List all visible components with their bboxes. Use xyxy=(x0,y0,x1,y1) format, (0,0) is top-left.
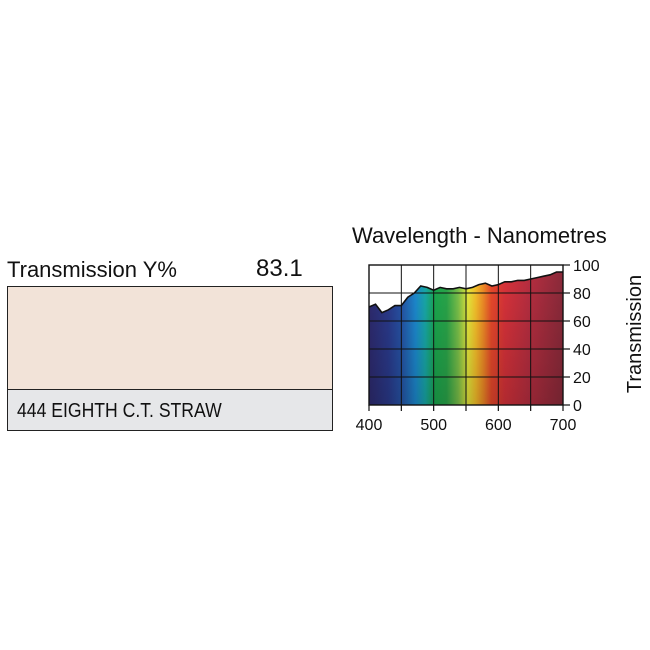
y-tick-label: 40 xyxy=(573,342,591,359)
filter-name-bar: 444 EIGHTH C.T. STRAW xyxy=(7,389,333,431)
x-tick-label: 500 xyxy=(420,417,447,434)
axes: 400 500 600 700 0 20 40 60 80 100 Transmission xyxy=(356,258,646,434)
x-tick-label: 400 xyxy=(356,417,383,434)
color-swatch xyxy=(7,286,333,390)
y-axis-label: Transmission xyxy=(624,275,646,393)
y-tick-label: 80 xyxy=(573,286,591,303)
transmission-value: 83.1 xyxy=(256,255,303,282)
chart-title: Wavelength - Nanometres xyxy=(352,223,607,248)
y-tick-label: 60 xyxy=(573,314,591,331)
x-tick-label: 700 xyxy=(550,417,577,434)
y-tick-label: 0 xyxy=(573,398,582,415)
y-tick-label: 20 xyxy=(573,370,591,387)
filter-name: 444 EIGHTH C.T. STRAW xyxy=(17,400,222,422)
x-tick-label: 600 xyxy=(485,417,512,434)
transmission-label: Transmission Y% xyxy=(7,257,177,282)
y-tick-label: 100 xyxy=(573,258,600,275)
